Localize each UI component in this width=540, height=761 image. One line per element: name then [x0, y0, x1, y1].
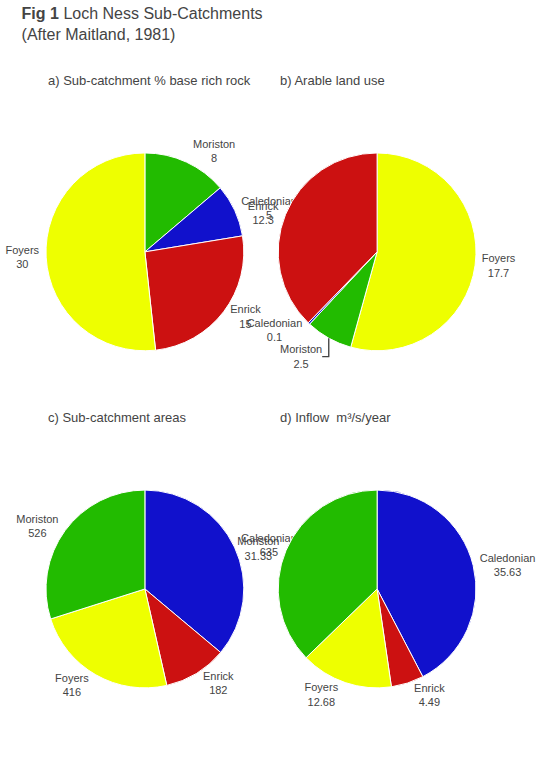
- svg-text:Moriston8: Moriston8: [193, 138, 235, 164]
- svg-text:a) Sub-catchment % base rich r: a) Sub-catchment % base rich rock: [48, 73, 251, 88]
- svg-text:Foyers12.68: Foyers12.68: [305, 681, 339, 707]
- svg-text:Foyers17.7: Foyers17.7: [482, 252, 516, 278]
- svg-text:Caledonian35.63: Caledonian35.63: [480, 552, 536, 578]
- svg-text:Enrick4.49: Enrick4.49: [414, 682, 445, 708]
- svg-text:Enrick12.3: Enrick12.3: [248, 200, 279, 226]
- svg-text:d) Inflow m³/s/year: d) Inflow m³/s/year: [280, 410, 391, 425]
- svg-text:Foyers30: Foyers30: [5, 244, 39, 270]
- svg-text:Fig 1 Loch Ness Sub-Catchments: Fig 1 Loch Ness Sub-Catchments(After Mai…: [22, 5, 263, 43]
- svg-text:b) Arable land use: b) Arable land use: [280, 73, 385, 88]
- svg-text:Moriston2.5: Moriston2.5: [280, 343, 322, 369]
- svg-text:Moriston526: Moriston526: [16, 513, 58, 539]
- svg-text:Caledonian0.1: Caledonian0.1: [247, 317, 303, 343]
- svg-text:Enrick15: Enrick15: [230, 303, 261, 329]
- svg-text:c) Sub-catchment areas: c) Sub-catchment areas: [48, 410, 187, 425]
- svg-text:Enrick182: Enrick182: [203, 670, 234, 696]
- svg-text:Moriston31.33: Moriston31.33: [237, 535, 279, 561]
- svg-text:Foyers416: Foyers416: [55, 672, 89, 698]
